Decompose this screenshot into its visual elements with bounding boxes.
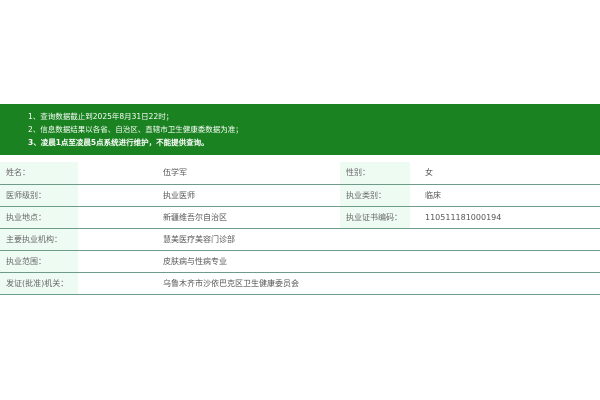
name-value: 伍学军 (78, 162, 340, 185)
table-row: 主要执业机构： 慧美医疗美容门诊部 (0, 228, 600, 251)
place-value: 新疆维吾尔自治区 (78, 206, 340, 229)
type-label: 执业类别： (340, 184, 410, 207)
gender-value: 女 (410, 162, 600, 185)
table-row: 姓名： 伍学军 性别： 女 (0, 162, 600, 185)
table-row: 执业范围： 皮肤病与性病专业 (0, 250, 600, 273)
table-row: 医师级别： 执业医师 执业类别： 临床 (0, 184, 600, 207)
type-value: 临床 (410, 184, 600, 207)
level-label: 医师级别： (0, 184, 78, 207)
issuer-value: 乌鲁木齐市沙依巴克区卫生健康委员会 (78, 272, 600, 295)
notice-1: 1、查询数据截止到2025年8月31日22时； (28, 112, 174, 121)
table-row: 执业地点： 新疆维吾尔自治区 执业证书编码： 110511181000194 (0, 206, 600, 229)
org-value: 慧美医疗美容门诊部 (78, 228, 600, 251)
name-label: 姓名： (0, 162, 78, 185)
org-label: 主要执业机构： (0, 228, 78, 251)
cert-value: 110511181000194 (410, 206, 600, 229)
scope-label: 执业范围： (0, 250, 78, 273)
cert-label: 执业证书编码： (340, 206, 410, 229)
notice-2: 2、信息数据结果以各省、自治区、直辖市卫生健康委数据为准； (28, 125, 243, 134)
notice-banner: 1、查询数据截止到2025年8月31日22时； 2、信息数据结果以各省、自治区、… (0, 104, 600, 155)
issuer-label: 发证(批准)机关： (0, 272, 78, 295)
place-label: 执业地点： (0, 206, 78, 229)
scope-value: 皮肤病与性病专业 (78, 250, 600, 273)
doctor-info-table: 姓名： 伍学军 性别： 女 医师级别： 执业医师 执业类别： 临床 执业地点： … (0, 162, 600, 295)
gender-label: 性别： (340, 162, 410, 185)
table-row: 发证(批准)机关： 乌鲁木齐市沙依巴克区卫生健康委员会 (0, 272, 600, 295)
level-value: 执业医师 (78, 184, 340, 207)
notice-3: 3、凌晨1点至凌晨5点系统进行维护，不能提供查询。 (28, 138, 209, 147)
